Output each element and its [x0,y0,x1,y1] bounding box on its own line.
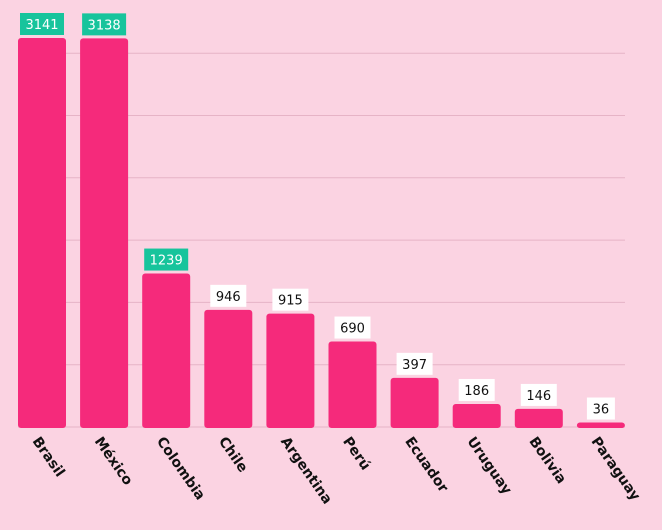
value-label-text: 915 [278,294,303,309]
value-label: 186 [458,378,495,401]
bar-argentina [266,313,315,428]
category-label: Uruguay [463,434,514,498]
value-label-box [144,248,189,271]
category-label: Bolivia [526,434,570,487]
value-label-text: 1239 [150,254,183,269]
category-label: México [91,434,136,489]
bar-perú [328,341,377,428]
value-label-box [210,284,247,307]
bar-uruguay [452,403,501,428]
category-labels: Brasil México Colombia Chile Argentina Perú Ec… [29,434,643,507]
bar-bolivia [514,408,563,428]
value-label-text: 36 [593,403,610,418]
value-label-text: 3141 [25,18,58,33]
value-label-text: 3138 [88,18,121,33]
bar-colombia [142,273,191,428]
value-label: 915 [272,288,309,311]
value-label-text: 397 [402,358,427,373]
category-label: Ecuador [401,434,451,496]
value-labels: 3141 3138 1239 946 915 690 397 186 146 36 [20,13,615,420]
value-label: 146 [520,383,557,406]
value-label: 690 [334,316,371,339]
value-label: 3141 [20,13,64,35]
value-label-box [396,352,433,375]
value-label-box [272,288,309,311]
value-label: 36 [586,397,615,420]
value-label: 397 [396,352,433,375]
category-label: Colombia [153,434,208,503]
bar-méxico [80,38,129,429]
value-label-box [586,397,615,420]
category-label: Paraguay [588,434,643,504]
value-label-box [520,383,557,406]
value-label: 1239 [144,248,189,271]
value-label: 3138 [82,13,127,36]
bar-chile [204,309,253,428]
bar-brasil [18,38,66,428]
value-label-box [334,316,371,339]
value-label-box [82,13,127,36]
value-label-text: 946 [216,290,241,305]
value-label: 946 [210,284,247,307]
category-label: Brasil [29,434,68,480]
value-label-box [20,13,64,35]
bar-paraguay [576,422,625,428]
value-label-text: 146 [526,389,551,404]
bar-ecuador [390,377,439,428]
bars [18,38,625,429]
category-label: Perú [339,434,373,473]
value-label-text: 186 [464,384,489,399]
category-label: Chile [215,434,251,475]
value-label-box [458,378,495,401]
category-label: Argentina [277,434,335,507]
value-label-text: 690 [340,322,365,337]
